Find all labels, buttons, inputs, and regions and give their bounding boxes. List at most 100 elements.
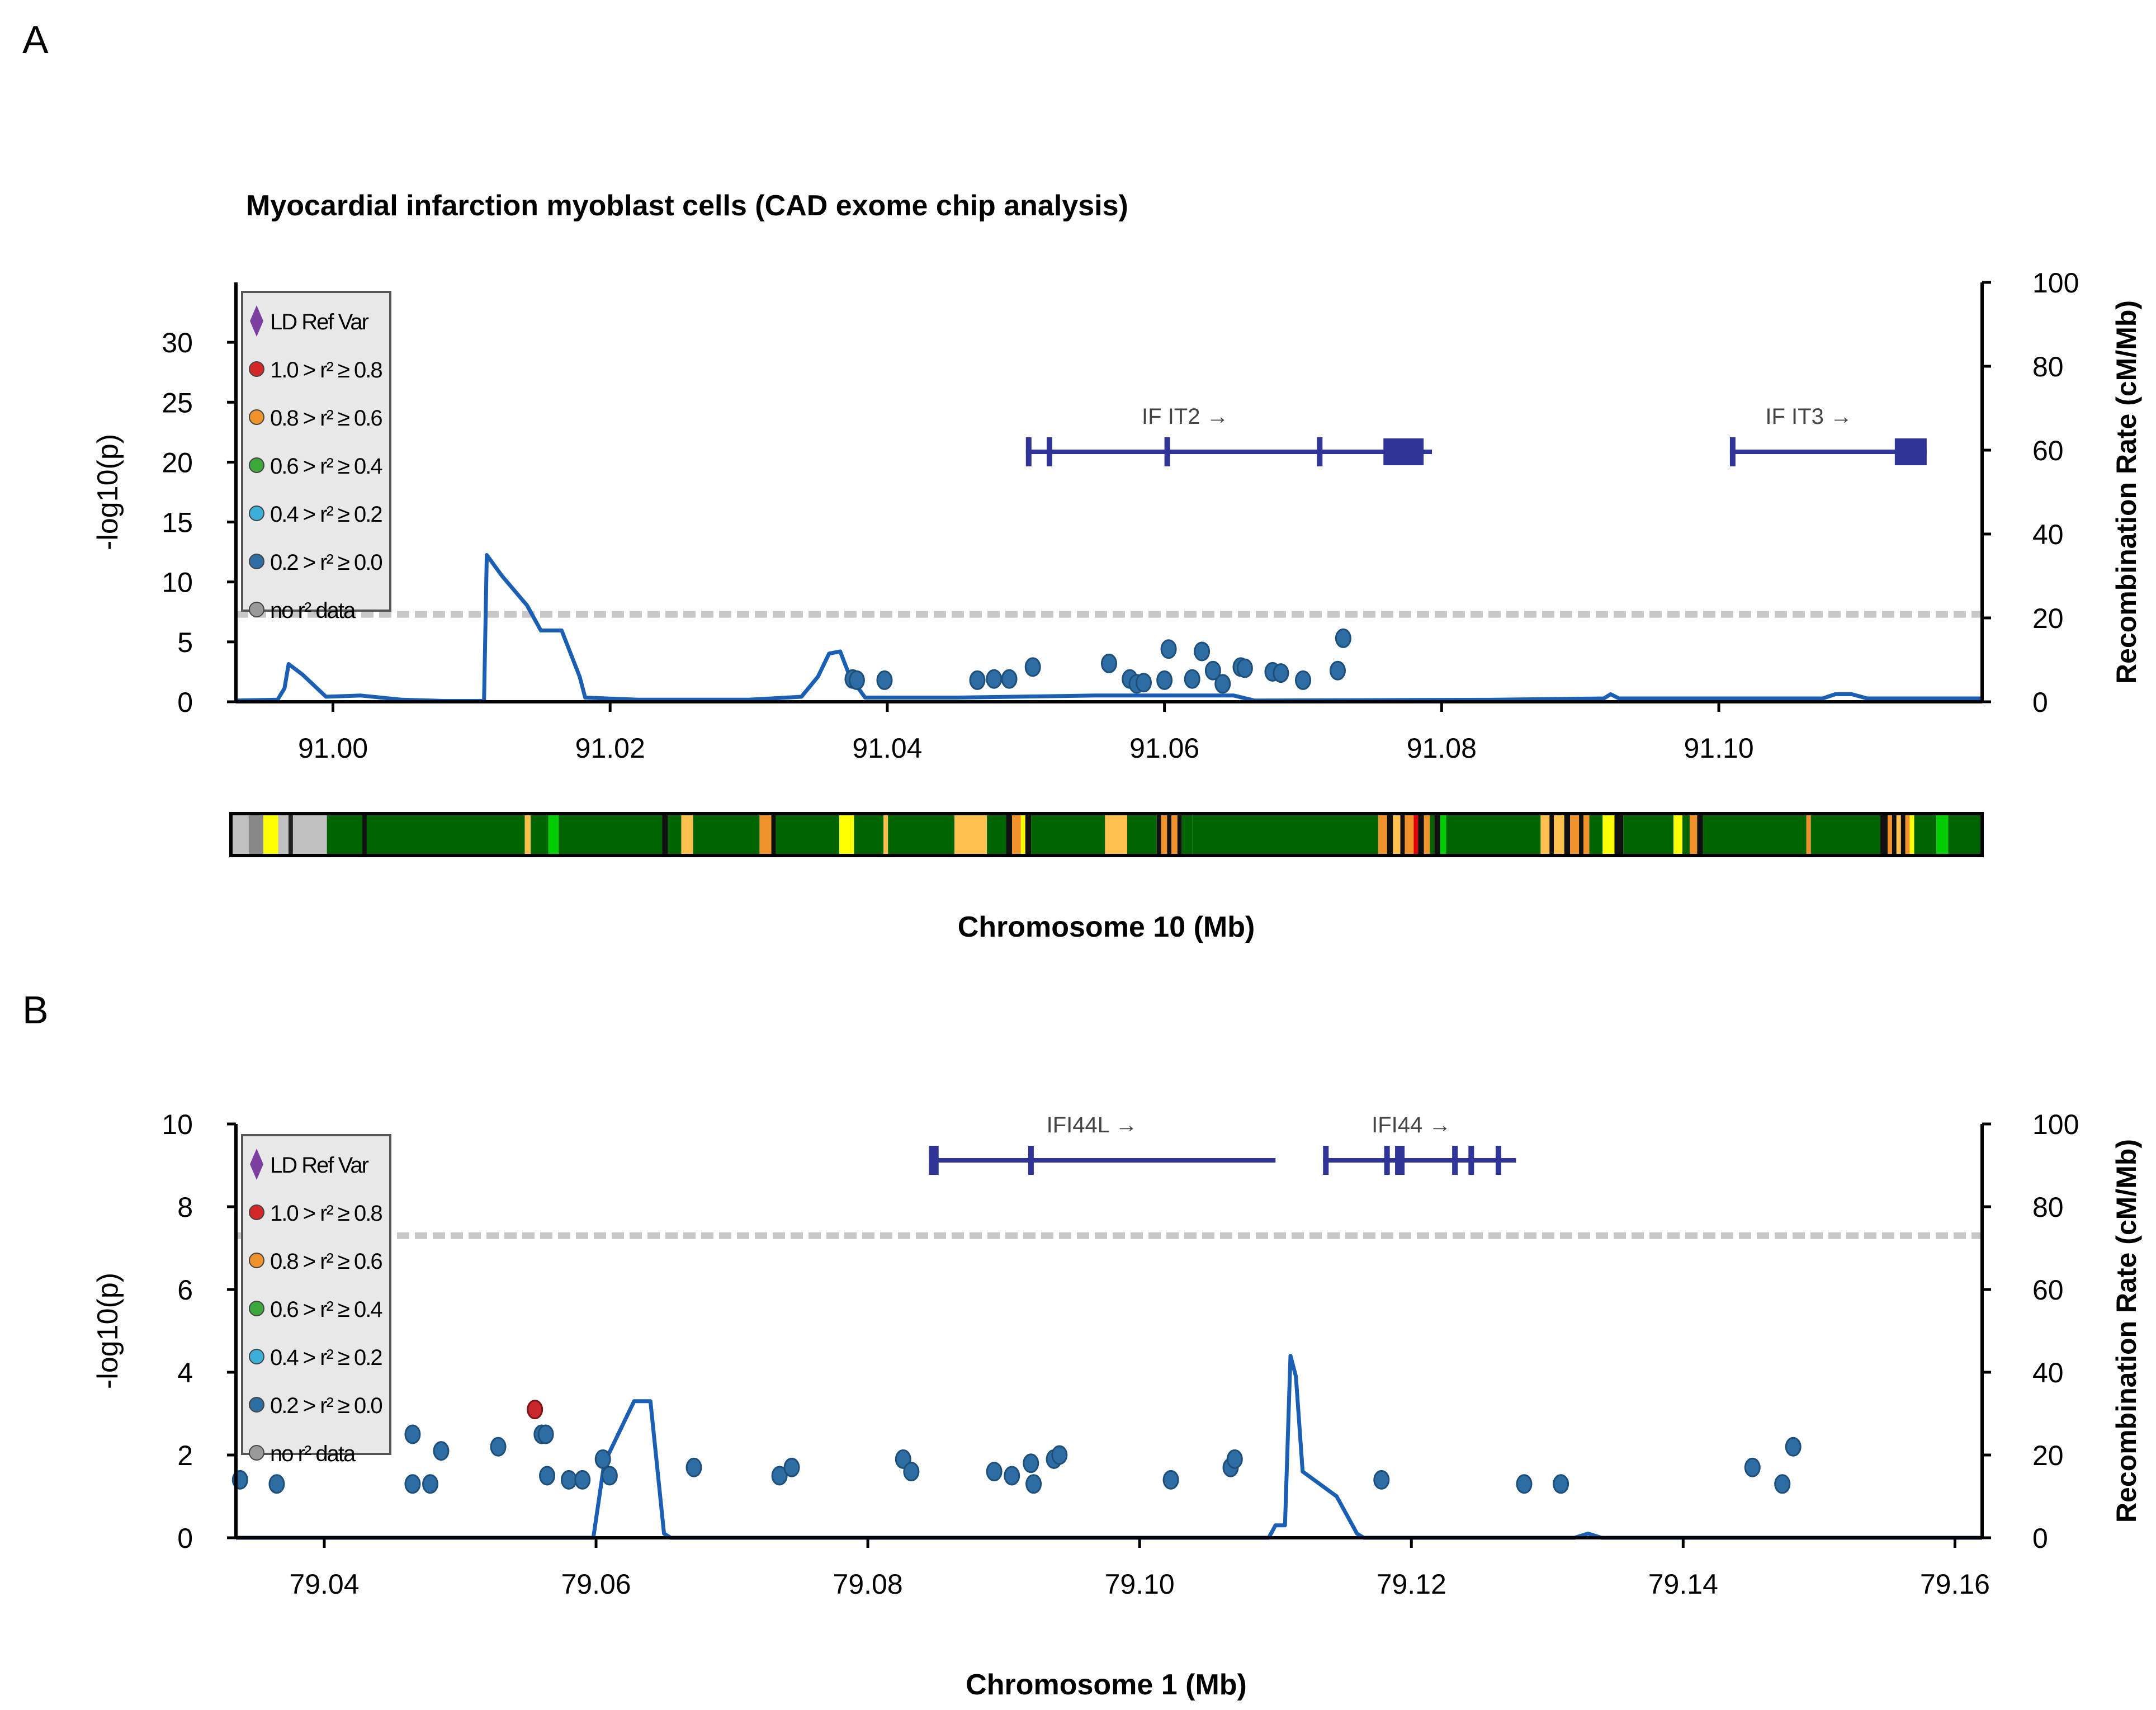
snp-point [1025, 1474, 1042, 1494]
annotation-segment [1006, 814, 1012, 856]
legend-label: 0.2 > r² ≥ 0.0 [270, 1393, 382, 1418]
annotation-segment [1177, 814, 1182, 856]
y2-tick-label: 0 [2032, 687, 2048, 718]
panel-b-letter: B [22, 988, 49, 1032]
y-tick-label: 8 [177, 1192, 193, 1223]
x-tick-label: 91.02 [575, 733, 645, 764]
annotation-segment [1127, 814, 1157, 856]
annotation-segment [1589, 814, 1603, 856]
x-tick-label: 79.12 [1377, 1569, 1446, 1600]
legend-marker-diamond [250, 1149, 263, 1180]
x-tick-label: 91.08 [1407, 733, 1477, 764]
y2-tick-label: 80 [2032, 351, 2064, 382]
legend-marker [249, 1204, 264, 1220]
snp-point [404, 1474, 421, 1494]
y-tick-label: 6 [177, 1274, 193, 1306]
legend-label: 0.8 > r² ≥ 0.6 [270, 406, 382, 431]
y2-tick-label: 20 [2032, 1440, 2064, 1471]
gene-exon [1317, 437, 1323, 466]
y2-axis-label: Recombination Rate (cM/Mb) [2111, 300, 2142, 684]
gene-exon [1468, 1146, 1474, 1175]
gene-label-ifi44l: IFI44L → [1047, 1113, 1138, 1137]
annotation-segment [1387, 814, 1393, 856]
y2-axis-label: Recombination Rate (cM/Mb) [2111, 1139, 2142, 1523]
annotation-segment [1156, 814, 1161, 856]
snp-point [1160, 639, 1177, 659]
annotation-segment [1031, 814, 1105, 856]
gene-exon [1164, 437, 1170, 466]
snp-point [685, 1457, 702, 1477]
snp-point [1214, 674, 1231, 694]
snp-point [783, 1457, 800, 1477]
annotation-segment [1549, 814, 1554, 856]
recombination-rate-line [235, 553, 1982, 703]
chart-title: Myocardial infarction myoblast cells (CA… [246, 190, 1128, 222]
annotation-segment [1887, 814, 1892, 856]
snp-point [537, 1424, 554, 1444]
snp-point [903, 1462, 920, 1482]
snp-point [601, 1466, 618, 1486]
gene-exon [1028, 1146, 1034, 1175]
snp-point [594, 1449, 611, 1469]
annotation-segment [1434, 814, 1440, 856]
snp-point [1785, 1437, 1802, 1457]
annotation-segment [888, 814, 954, 856]
snp-point [1774, 1474, 1791, 1494]
annotation-segment [1446, 814, 1541, 856]
y2-tick-label: 60 [2032, 1274, 2064, 1306]
gene-label-ifit3: IF IT3 → [1765, 404, 1852, 429]
annotation-segment [1192, 814, 1378, 856]
legend-label: 0.4 > r² ≥ 0.2 [270, 1345, 382, 1370]
annotation-segment [1682, 814, 1690, 856]
annotation-segment [1554, 814, 1564, 856]
snp-point [1101, 653, 1117, 673]
annotation-segment [1440, 814, 1446, 856]
snp-point [986, 1462, 1003, 1482]
snp-point [1329, 660, 1346, 681]
snp-point [1135, 673, 1152, 693]
y-tick-label: 4 [177, 1357, 193, 1388]
snp-point [1516, 1474, 1533, 1494]
snp-point [560, 1470, 577, 1490]
legend-marker [249, 506, 264, 521]
annotation-segment [1892, 814, 1897, 856]
annotation-segment [292, 814, 327, 856]
annotation-segment [1424, 814, 1430, 856]
snp-point [1051, 1445, 1068, 1465]
annotation-segment [954, 814, 987, 856]
y-tick-label: 25 [162, 387, 193, 418]
gene-exon [1495, 1146, 1501, 1175]
annotation-segment [1810, 814, 1880, 856]
annotation-segment [1948, 814, 1982, 856]
annotation-segment [759, 814, 772, 856]
snp-point [876, 670, 893, 690]
x-tick-label: 91.00 [298, 733, 368, 764]
annotation-track-border [229, 812, 1984, 857]
snp-point [539, 1466, 556, 1486]
annotation-segment [1623, 814, 1674, 856]
annotation-segment [1181, 814, 1193, 856]
annotation-segment [987, 814, 1006, 856]
gene-exon [1452, 1146, 1458, 1175]
snp-point [986, 669, 1003, 689]
legend-marker [249, 457, 264, 473]
snp-point [1236, 658, 1253, 678]
annotation-segment [366, 814, 525, 856]
gene-exon [1384, 1146, 1390, 1175]
legend-marker [249, 1301, 264, 1316]
snp-point [1226, 1449, 1243, 1469]
annotation-segment [548, 814, 559, 856]
x-tick-label: 79.04 [289, 1569, 359, 1600]
annotation-segment [1400, 814, 1405, 856]
annotation-segment [1564, 814, 1571, 856]
annotation-segment [1900, 814, 1906, 856]
annotation-segment [1905, 814, 1910, 856]
x-axis-label: Chromosome 10 (Mb) [958, 911, 1255, 943]
annotation-segment [1579, 814, 1583, 856]
annotation-segment [1583, 814, 1590, 856]
snp-point [422, 1474, 439, 1494]
annotation-segment [559, 814, 663, 856]
x-tick-label: 91.06 [1129, 733, 1199, 764]
annotation-segment [524, 814, 531, 856]
snp-point [1023, 1453, 1039, 1473]
